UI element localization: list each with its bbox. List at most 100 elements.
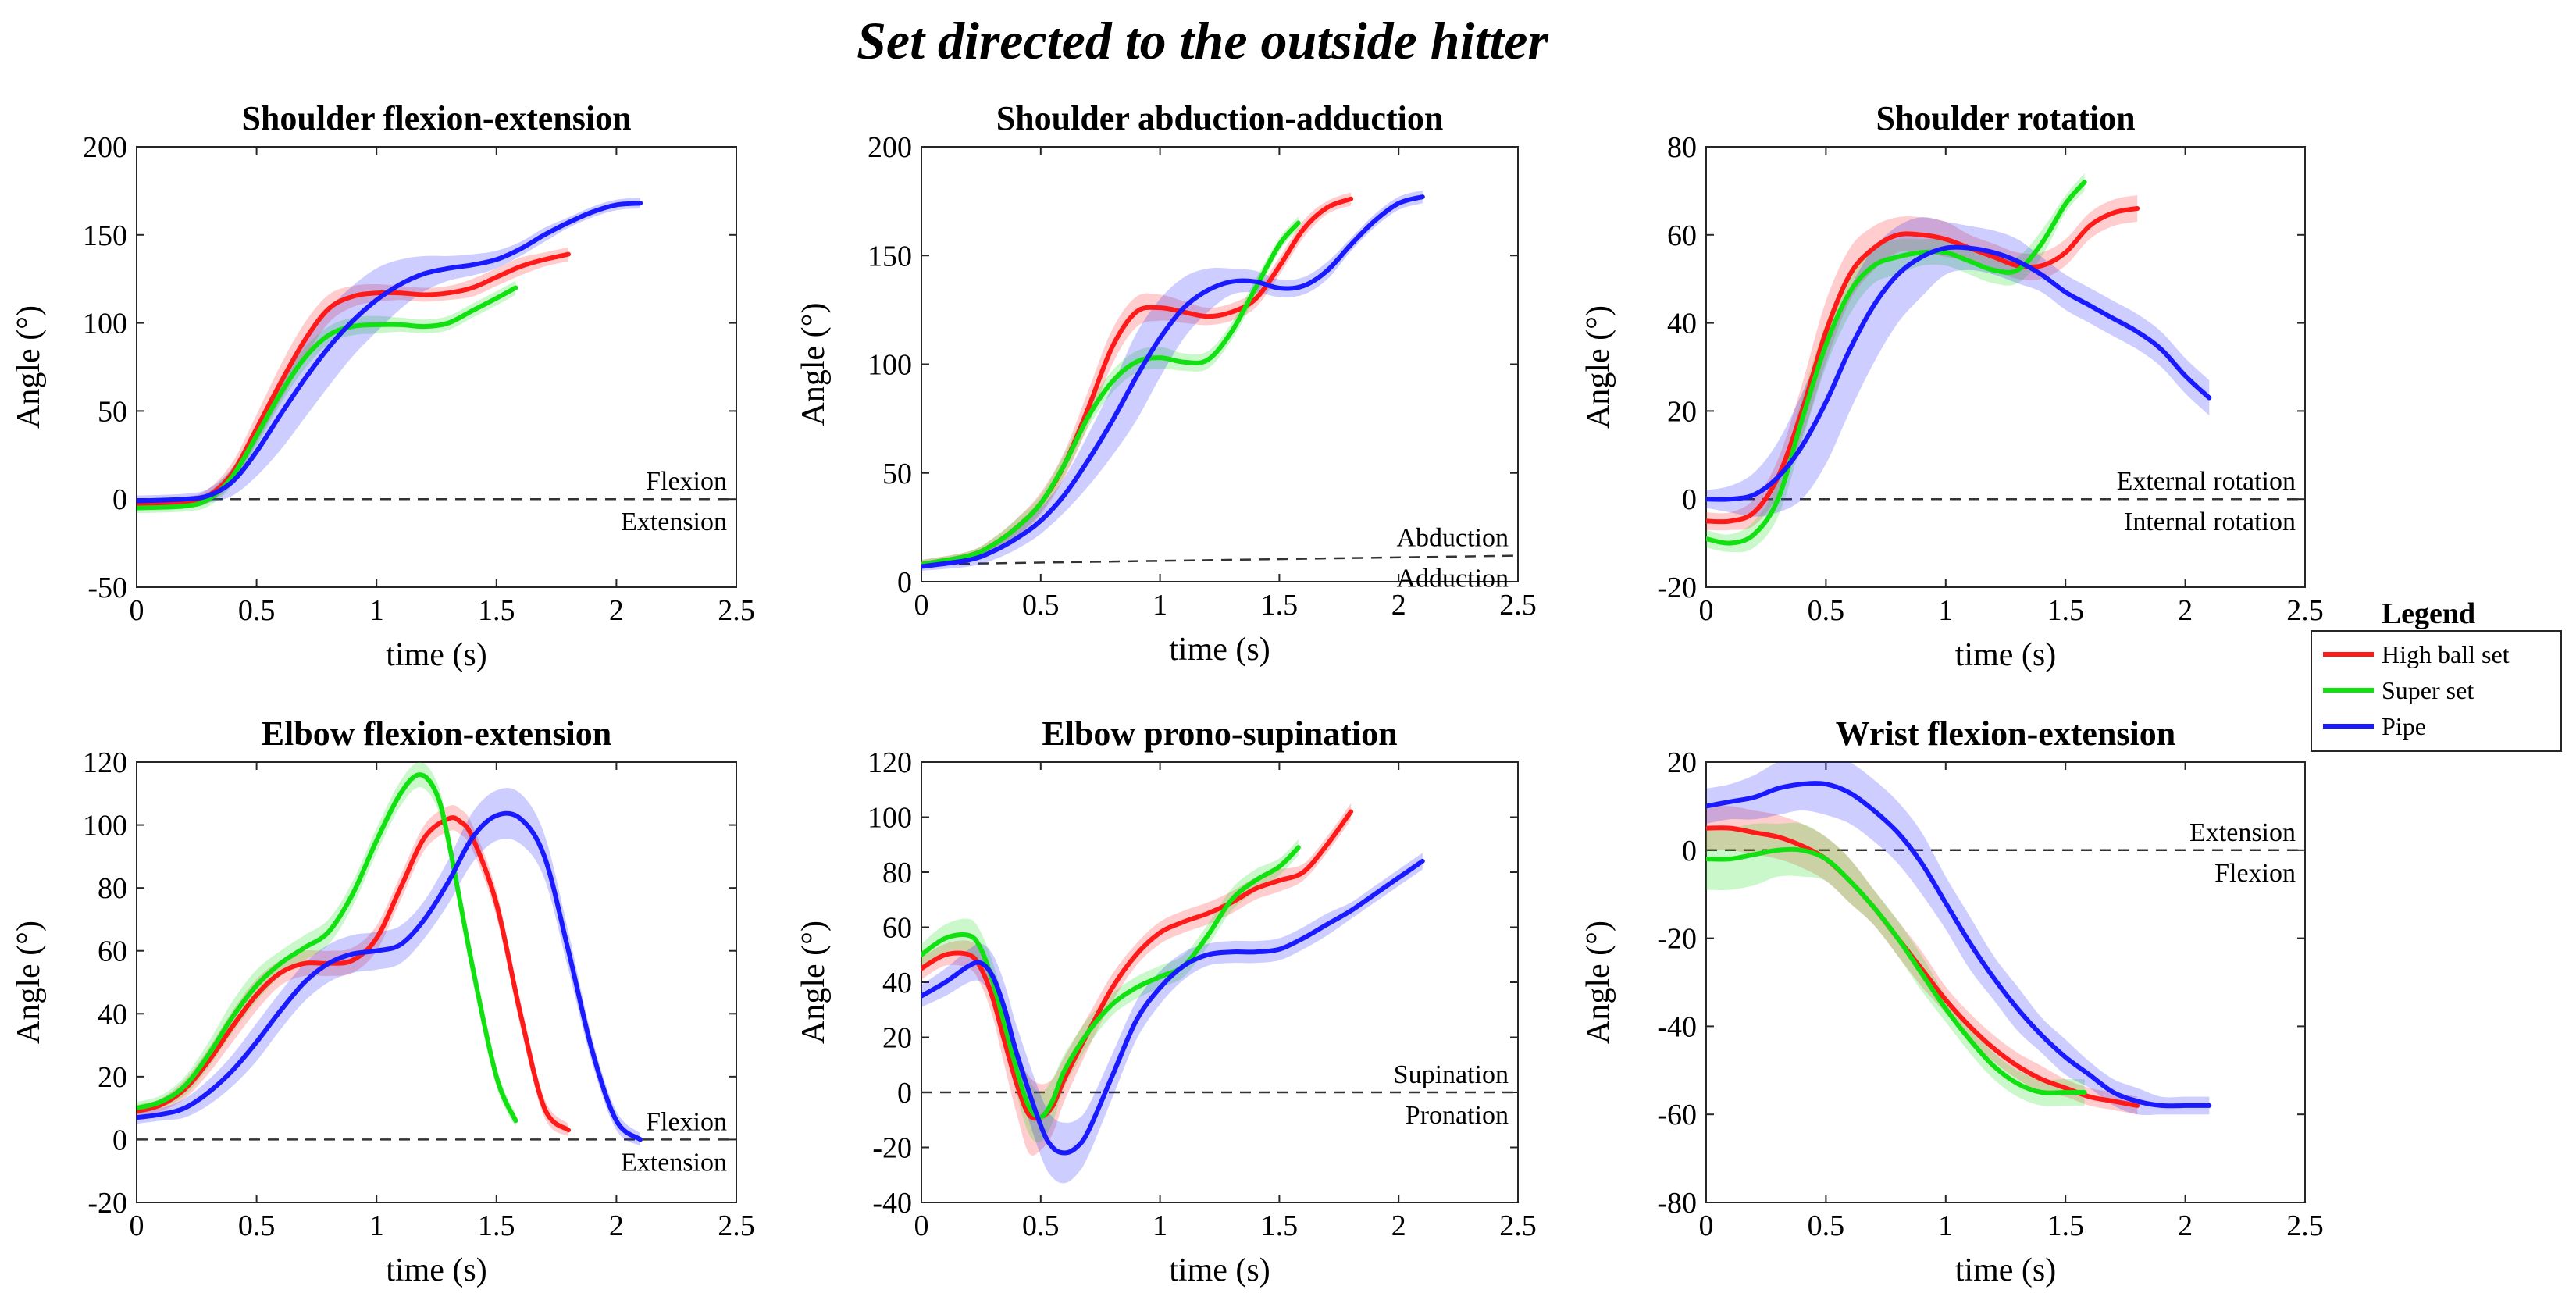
x-tick-label: 2.5 (718, 594, 755, 627)
y-tick-label: 0 (897, 1077, 912, 1110)
y-tick-label: 0 (112, 1124, 127, 1156)
x-tick-label: 0 (1699, 1209, 1714, 1242)
legend-label-super-set: Super set (2382, 676, 2474, 704)
panel-elbow-prono-supination: Elbow prono-supination 0 0.5 1 1.5 2 2.5 -40 -20… (796, 714, 1537, 1288)
y-tick-label: 60 (98, 935, 127, 968)
y-tick-label: 120 (868, 746, 912, 779)
y-tick-label: 100 (868, 349, 912, 382)
band-pipe (1706, 762, 2210, 1116)
plot-area (1705, 146, 2306, 588)
y-tick-label: 0 (1682, 483, 1697, 516)
x-axis-label: time (s) (1955, 1252, 2056, 1288)
line-pipe (921, 194, 1425, 569)
panel-title: Elbow prono-supination (1042, 714, 1397, 753)
line-pipe (137, 201, 643, 504)
panel-shoulder-flexion-extension: Shoulder flexion-extension 0 0.5 1 1.5 2 2.5 -5… (11, 99, 755, 673)
line-pipe (921, 858, 1425, 1156)
x-tick-label: 1.5 (478, 1209, 515, 1242)
legend-label-pipe: Pipe (2382, 712, 2426, 740)
x-tick-label: 1.5 (2047, 594, 2084, 627)
x-tick-label: 2.5 (2286, 1209, 2324, 1242)
y-tick-label: 200 (868, 131, 912, 164)
annotation-above: Flexion (646, 467, 727, 496)
y-tick-label: 0 (1682, 835, 1697, 867)
y-tick-label: 20 (882, 1022, 912, 1055)
band-super-set (137, 762, 516, 1128)
x-tick-label: 2.5 (1499, 1209, 1537, 1242)
y-tick-label: 60 (882, 912, 912, 945)
x-tick-label: 2 (2178, 594, 2193, 627)
x-tick-label: 0 (130, 1209, 144, 1242)
x-tick-label: 1 (1938, 1209, 1953, 1242)
panel-shoulder-abduction-adduction: Shoulder abduction-adduction 0 0.5 1 1.5 2 2.5… (796, 99, 1537, 668)
y-tick-label: 50 (98, 395, 127, 428)
y-tick-label: 40 (98, 998, 127, 1031)
x-tick-label: 2 (609, 594, 624, 627)
y-tick-label: 150 (83, 219, 127, 252)
band-high-ball-set (137, 805, 568, 1137)
annotation-below: Adduction (1396, 565, 1509, 593)
annotation-below: Extension (621, 508, 727, 536)
line-super-set (1706, 846, 2087, 1095)
x-tick-label: 2 (1391, 1209, 1406, 1242)
panel-title: Shoulder rotation (1876, 99, 2135, 137)
series-group (1706, 762, 2212, 1116)
y-tick-label: 80 (1667, 131, 1697, 164)
x-tick-label: 0.5 (1808, 594, 1845, 627)
x-tick-label: 0 (914, 1209, 929, 1242)
x-tick-label: 2 (2178, 1209, 2193, 1242)
plot-area (921, 146, 1519, 582)
y-axis-label: Angle (°) (796, 303, 832, 426)
band-pipe (1706, 217, 2210, 517)
x-tick-label: 1.5 (478, 594, 515, 627)
panels: Shoulder flexion-extension 0 0.5 1 1.5 2 2.5 -5… (11, 99, 2324, 1288)
legend-label-high-ball-set: High ball set (2382, 640, 2510, 668)
legend-title: Legend (2382, 597, 2475, 630)
x-tick-label: 0.5 (1808, 1209, 1845, 1242)
plot-area (136, 146, 737, 588)
line-super-set (1706, 180, 2087, 546)
y-tick-label: 150 (868, 240, 912, 273)
annotation-below: Internal rotation (2124, 508, 2296, 536)
series-group (921, 803, 1425, 1184)
x-tick-label: 2.5 (1499, 589, 1537, 622)
y-axis-label: Angle (°) (796, 921, 832, 1044)
annotation-above: Extension (2189, 818, 2296, 847)
x-tick-label: 0.5 (1022, 589, 1060, 622)
line-super-set (137, 772, 518, 1124)
y-tick-label: 100 (83, 810, 127, 843)
y-tick-label: 40 (882, 967, 912, 999)
y-tick-label: -50 (87, 572, 127, 604)
annotation-above: Flexion (646, 1107, 727, 1136)
y-tick-label: -40 (872, 1187, 912, 1220)
x-tick-label: 0.5 (238, 594, 276, 627)
y-tick-label: 100 (83, 308, 127, 340)
y-tick-label: 60 (1667, 219, 1697, 252)
series-group (137, 198, 643, 514)
x-tick-label: 1 (369, 594, 384, 627)
y-tick-label: -20 (1657, 572, 1697, 604)
x-tick-label: 0 (914, 589, 929, 622)
y-tick-label: 80 (98, 872, 127, 905)
line-pipe (1706, 244, 2212, 502)
figure-title: Set directed to the outside hitter (857, 11, 1548, 70)
annotation-below: Extension (621, 1148, 727, 1177)
y-tick-label: 20 (98, 1061, 127, 1094)
x-tick-label: 0 (1699, 594, 1714, 627)
x-tick-label: 2.5 (718, 1209, 755, 1242)
x-tick-label: 0 (130, 594, 144, 627)
annotation-above: External rotation (2117, 467, 2296, 496)
y-tick-label: 40 (1667, 308, 1697, 340)
x-tick-label: 0.5 (1022, 1209, 1060, 1242)
x-axis-label: time (s) (1169, 1252, 1270, 1288)
y-tick-label: 200 (83, 131, 127, 164)
panel-wrist-flexion-extension: Wrist flexion-extension 0 0.5 1 1.5 2 2.5 -80 -6… (1580, 714, 2324, 1288)
y-tick-label: 120 (83, 746, 127, 779)
panel-title: Elbow flexion-extension (262, 714, 612, 753)
band-pipe (921, 853, 1423, 1184)
y-tick-label: 0 (897, 566, 912, 599)
reference-line (921, 554, 1518, 565)
y-tick-label: 50 (882, 458, 912, 490)
band-high-ball-set (137, 247, 568, 510)
